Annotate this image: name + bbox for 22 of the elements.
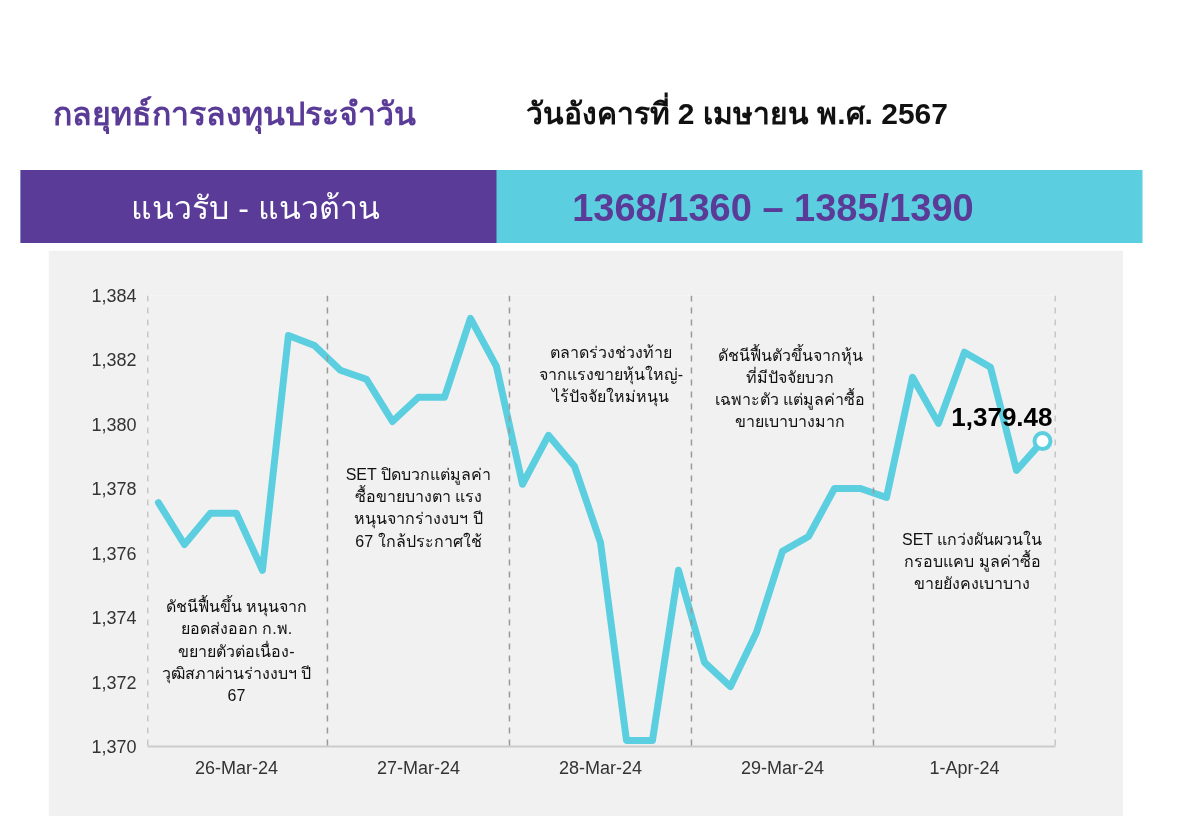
y-tick-label: 1,372 <box>91 672 137 693</box>
y-tick-label: 1,374 <box>91 608 137 629</box>
y-tick-label: 1,382 <box>91 350 137 371</box>
y-tick-label: 1,378 <box>91 479 137 500</box>
annotation: ดัชนีฟื้นขึ้น หนุนจาก ยอดส่งออก ก.พ. ขยายตัวต่อเนื่อง- วุฒิสภาผ่านร่างงบฯ ปี 67 <box>161 595 312 704</box>
annotation: SET แกว่งผันผวนใน กรอบแคบ มูลค่าซื้อ ขายยังคงเบาบาง <box>902 529 1043 592</box>
y-tick-label: 1,384 <box>91 286 137 306</box>
y-tick-label: 1,380 <box>91 414 137 435</box>
x-tick-label: 26-Mar-24 <box>194 757 278 778</box>
annotation: SET ปิดบวกแต่มูลค่า ซื้อขายบางตา แรง หนุนจากร่างงบฯ ปี 67 ใกล้ประกาศใช้ <box>345 466 491 550</box>
text: แนวรับ - แนวต้าน <box>131 189 380 226</box>
y-tick-label: 1,376 <box>91 543 137 564</box>
chart-subtitle: วันอังคารที่ 2 เมษายน พ.ศ. 2567 <box>525 92 948 130</box>
chart-title: กลยุทธ์การลงทุนประจำวัน <box>52 95 416 135</box>
annotation: ตลาดร่วงช่วงท้าย จากแรงขายหุ้นใหญ่- ไร้ปัจจัยใหม่หนุน <box>538 343 684 408</box>
x-tick-label: 27-Mar-24 <box>376 757 460 778</box>
x-tick-label: 29-Mar-24 <box>740 757 824 778</box>
annotation: ดัชนีฟื้นตัวขึ้นจากหุ้น ที่มีปัจจัยบวก เฉพาะตัว แต่มูลค่าซื้อ ขายเบาบางมาก <box>715 344 866 431</box>
x-tick-label: 1-Apr-24 <box>929 757 1000 778</box>
y-tick-label: 1,370 <box>91 737 137 757</box>
x-tick-label: 28-Mar-24 <box>558 757 642 778</box>
text: 1368/1360 – 1385/1390 <box>572 186 974 229</box>
